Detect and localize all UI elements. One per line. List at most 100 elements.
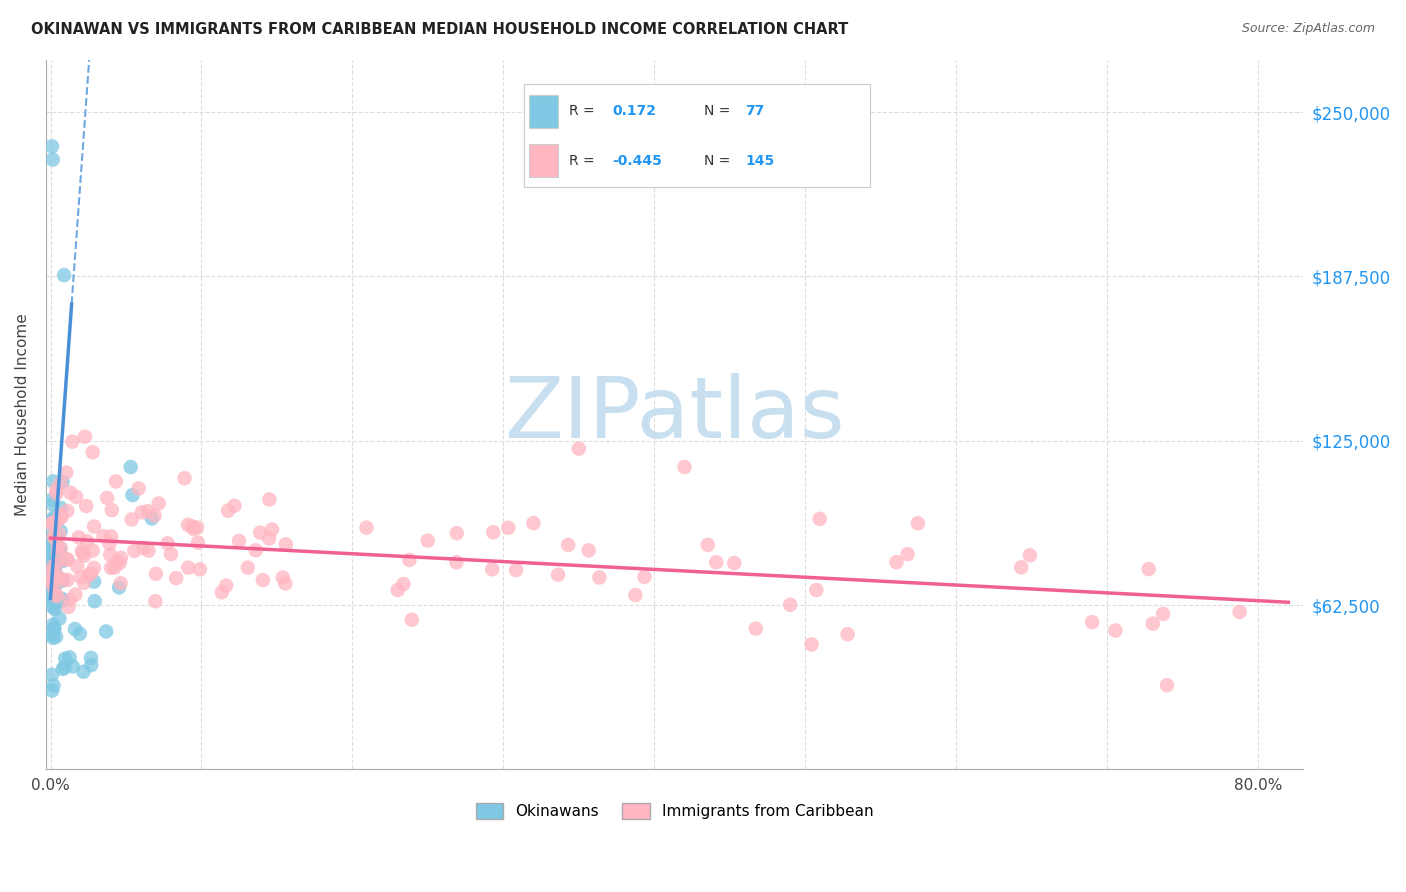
Immigrants from Caribbean: [108, 556, 131, 570]
Immigrants from Caribbean: [93, 529, 115, 543]
Immigrants from Caribbean: [624, 588, 647, 602]
Immigrants from Caribbean: [779, 598, 801, 612]
Okinawans: [62, 659, 84, 673]
Okinawans: [42, 617, 65, 632]
Okinawans: [42, 512, 65, 526]
Immigrants from Caribbean: [274, 537, 297, 551]
Immigrants from Caribbean: [49, 476, 72, 491]
Okinawans: [42, 678, 65, 692]
Immigrants from Caribbean: [56, 552, 79, 566]
Immigrants from Caribbean: [98, 548, 121, 562]
Okinawans: [45, 577, 67, 591]
Immigrants from Caribbean: [557, 538, 579, 552]
Immigrants from Caribbean: [66, 559, 89, 574]
Immigrants from Caribbean: [211, 585, 233, 599]
Immigrants from Caribbean: [249, 525, 271, 540]
Immigrants from Caribbean: [387, 582, 409, 597]
Okinawans: [44, 582, 66, 596]
Okinawans: [80, 651, 103, 665]
Immigrants from Caribbean: [80, 566, 103, 581]
Immigrants from Caribbean: [145, 566, 167, 581]
Okinawans: [51, 574, 73, 588]
Immigrants from Caribbean: [48, 527, 70, 541]
Immigrants from Caribbean: [187, 535, 209, 549]
Immigrants from Caribbean: [65, 588, 87, 602]
Immigrants from Caribbean: [42, 559, 65, 574]
Immigrants from Caribbean: [100, 560, 122, 574]
Okinawans: [44, 564, 66, 578]
Immigrants from Caribbean: [1142, 616, 1164, 631]
Okinawans: [41, 553, 63, 567]
Okinawans: [58, 650, 80, 665]
Immigrants from Caribbean: [837, 627, 859, 641]
Immigrants from Caribbean: [886, 555, 908, 569]
Immigrants from Caribbean: [145, 594, 167, 608]
Immigrants from Caribbean: [70, 570, 93, 584]
Immigrants from Caribbean: [110, 576, 132, 591]
Immigrants from Caribbean: [260, 523, 283, 537]
Okinawans: [42, 475, 65, 489]
Immigrants from Caribbean: [72, 546, 94, 560]
Immigrants from Caribbean: [274, 576, 297, 591]
Okinawans: [41, 590, 63, 604]
Immigrants from Caribbean: [73, 549, 96, 563]
Immigrants from Caribbean: [41, 516, 63, 531]
Immigrants from Caribbean: [522, 516, 544, 530]
Immigrants from Caribbean: [77, 567, 100, 582]
Y-axis label: Median Household Income: Median Household Income: [15, 313, 30, 516]
Immigrants from Caribbean: [217, 504, 239, 518]
Okinawans: [41, 536, 63, 550]
Immigrants from Caribbean: [156, 536, 179, 550]
Okinawans: [42, 631, 65, 645]
Immigrants from Caribbean: [136, 504, 159, 518]
Immigrants from Caribbean: [236, 560, 259, 574]
Okinawans: [41, 535, 63, 549]
Immigrants from Caribbean: [132, 541, 155, 555]
Legend: Okinawans, Immigrants from Caribbean: Okinawans, Immigrants from Caribbean: [470, 797, 880, 825]
Text: Source: ZipAtlas.com: Source: ZipAtlas.com: [1241, 22, 1375, 36]
Immigrants from Caribbean: [45, 486, 67, 500]
Immigrants from Caribbean: [46, 539, 69, 553]
Immigrants from Caribbean: [41, 566, 63, 581]
Immigrants from Caribbean: [806, 583, 828, 598]
Text: ZIPatlas: ZIPatlas: [505, 373, 845, 456]
Immigrants from Caribbean: [49, 541, 72, 555]
Immigrants from Caribbean: [42, 516, 65, 530]
Okinawans: [42, 600, 65, 615]
Okinawans: [41, 683, 63, 698]
Okinawans: [42, 543, 65, 558]
Immigrants from Caribbean: [45, 570, 67, 584]
Immigrants from Caribbean: [52, 573, 75, 587]
Immigrants from Caribbean: [907, 516, 929, 531]
Immigrants from Caribbean: [131, 505, 153, 519]
Immigrants from Caribbean: [138, 543, 160, 558]
Immigrants from Caribbean: [165, 571, 187, 585]
Immigrants from Caribbean: [70, 544, 93, 558]
Immigrants from Caribbean: [103, 560, 125, 574]
Immigrants from Caribbean: [505, 563, 527, 577]
Okinawans: [42, 547, 65, 561]
Okinawans: [44, 590, 66, 604]
Okinawans: [63, 622, 86, 636]
Immigrants from Caribbean: [104, 475, 127, 489]
Immigrants from Caribbean: [482, 525, 505, 540]
Immigrants from Caribbean: [41, 574, 63, 589]
Okinawans: [48, 542, 70, 557]
Immigrants from Caribbean: [177, 517, 200, 532]
Immigrants from Caribbean: [124, 544, 146, 558]
Immigrants from Caribbean: [42, 531, 65, 545]
Okinawans: [49, 500, 72, 515]
Okinawans: [51, 594, 73, 608]
Immigrants from Caribbean: [60, 434, 83, 449]
Immigrants from Caribbean: [128, 482, 150, 496]
Okinawans: [42, 597, 65, 611]
Immigrants from Caribbean: [49, 508, 72, 522]
Okinawans: [44, 623, 66, 637]
Immigrants from Caribbean: [110, 550, 132, 565]
Okinawans: [45, 529, 67, 543]
Immigrants from Caribbean: [46, 514, 69, 528]
Okinawans: [52, 554, 75, 568]
Okinawans: [44, 542, 66, 557]
Immigrants from Caribbean: [568, 442, 591, 456]
Okinawans: [41, 516, 63, 530]
